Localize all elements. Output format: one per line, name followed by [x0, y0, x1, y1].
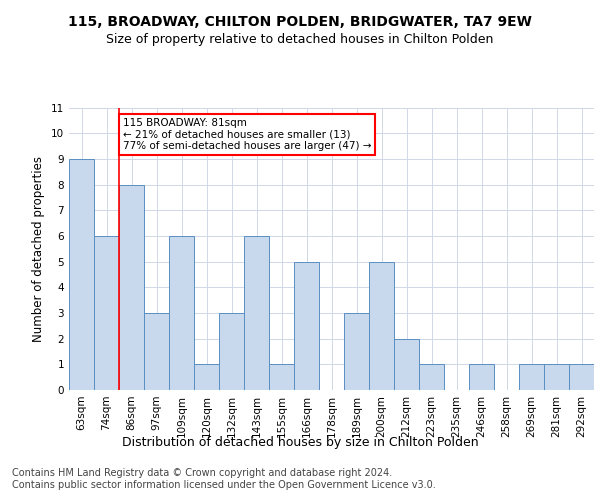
Bar — [119, 184, 144, 390]
Bar — [219, 313, 244, 390]
Text: 115 BROADWAY: 81sqm
← 21% of detached houses are smaller (13)
77% of semi-detach: 115 BROADWAY: 81sqm ← 21% of detached ho… — [123, 118, 371, 151]
Bar — [544, 364, 569, 390]
Bar — [244, 236, 269, 390]
Bar — [419, 364, 444, 390]
Text: Size of property relative to detached houses in Chilton Polden: Size of property relative to detached ho… — [106, 34, 494, 46]
Text: Contains public sector information licensed under the Open Government Licence v3: Contains public sector information licen… — [12, 480, 436, 490]
Text: Distribution of detached houses by size in Chilton Polden: Distribution of detached houses by size … — [122, 436, 478, 449]
Text: 115, BROADWAY, CHILTON POLDEN, BRIDGWATER, TA7 9EW: 115, BROADWAY, CHILTON POLDEN, BRIDGWATE… — [68, 16, 532, 30]
Bar — [569, 364, 594, 390]
Bar — [344, 313, 369, 390]
Bar — [194, 364, 219, 390]
Bar — [369, 262, 394, 390]
Text: Contains HM Land Registry data © Crown copyright and database right 2024.: Contains HM Land Registry data © Crown c… — [12, 468, 392, 477]
Bar — [394, 338, 419, 390]
Bar — [294, 262, 319, 390]
Bar — [94, 236, 119, 390]
Bar — [169, 236, 194, 390]
Y-axis label: Number of detached properties: Number of detached properties — [32, 156, 46, 342]
Bar — [469, 364, 494, 390]
Bar — [519, 364, 544, 390]
Bar — [69, 159, 94, 390]
Bar — [269, 364, 294, 390]
Bar — [144, 313, 169, 390]
